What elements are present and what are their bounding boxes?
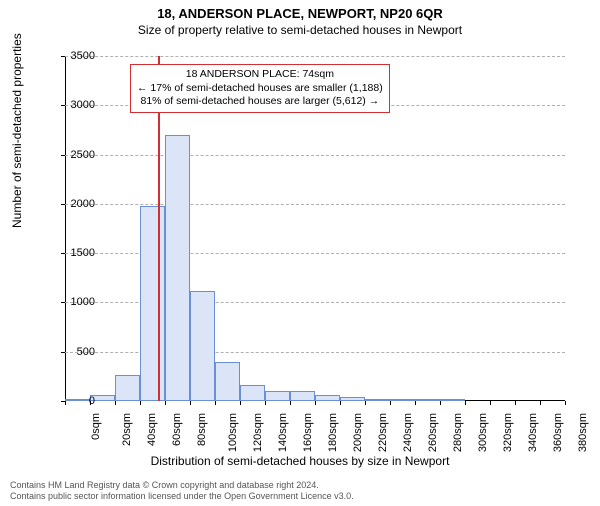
histogram-bar	[415, 399, 440, 401]
histogram-bar	[190, 291, 215, 401]
ytick-label: 2000	[50, 198, 95, 210]
histogram-bar	[440, 399, 465, 401]
xtick-mark	[115, 401, 116, 405]
xtick-mark	[315, 401, 316, 405]
histogram-bar	[265, 391, 290, 401]
ytick-label: 500	[50, 346, 95, 358]
xtick-label: 120sqm	[252, 413, 264, 452]
histogram-bar	[390, 399, 415, 401]
xtick-mark	[565, 401, 566, 405]
xtick-label: 140sqm	[277, 413, 289, 452]
xtick-label: 200sqm	[352, 413, 364, 452]
annotation-callout: 18 ANDERSON PLACE: 74sqm← 17% of semi-de…	[130, 64, 390, 113]
xtick-mark	[265, 401, 266, 405]
xtick-label: 240sqm	[402, 413, 414, 452]
xtick-label: 160sqm	[302, 413, 314, 452]
xtick-mark	[190, 401, 191, 405]
xtick-label: 60sqm	[171, 413, 183, 446]
xtick-mark	[215, 401, 216, 405]
ytick-label: 1000	[50, 296, 95, 308]
xtick-label: 80sqm	[196, 413, 208, 446]
ytick-label: 3500	[50, 50, 95, 62]
xtick-mark	[415, 401, 416, 405]
xtick-label: 320sqm	[502, 413, 514, 452]
footer-attribution: Contains HM Land Registry data © Crown c…	[10, 480, 354, 503]
grid-line	[65, 56, 565, 57]
annotation-line-1: 18 ANDERSON PLACE: 74sqm	[137, 68, 383, 82]
x-axis-label: Distribution of semi-detached houses by …	[0, 454, 600, 468]
xtick-label: 100sqm	[227, 413, 239, 452]
footer-line-2: Contains public sector information licen…	[10, 491, 354, 502]
xtick-label: 340sqm	[527, 413, 539, 452]
footer-line-1: Contains HM Land Registry data © Crown c…	[10, 480, 354, 491]
ytick-label: 3000	[50, 99, 95, 111]
xtick-mark	[515, 401, 516, 405]
xtick-label: 180sqm	[327, 413, 339, 452]
xtick-mark	[465, 401, 466, 405]
histogram-bar	[115, 375, 140, 401]
xtick-mark	[490, 401, 491, 405]
histogram-bar	[140, 206, 165, 401]
xtick-mark	[165, 401, 166, 405]
histogram-bar	[315, 395, 340, 401]
xtick-mark	[290, 401, 291, 405]
annotation-line-2: ← 17% of semi-detached houses are smalle…	[137, 82, 383, 96]
xtick-mark	[140, 401, 141, 405]
grid-line	[65, 155, 565, 156]
histogram-bar	[240, 385, 265, 401]
histogram-bar	[215, 362, 240, 401]
histogram-bar	[365, 399, 390, 401]
xtick-label: 280sqm	[452, 413, 464, 452]
xtick-label: 40sqm	[146, 413, 158, 446]
annotation-line-3: 81% of semi-detached houses are larger (…	[137, 95, 383, 109]
xtick-label: 20sqm	[121, 413, 133, 446]
xtick-mark	[365, 401, 366, 405]
xtick-mark	[240, 401, 241, 405]
page-subtitle: Size of property relative to semi-detach…	[0, 23, 600, 37]
xtick-label: 220sqm	[377, 413, 389, 452]
xtick-mark	[340, 401, 341, 405]
xtick-label: 380sqm	[577, 413, 589, 452]
xtick-label: 0sqm	[90, 413, 102, 440]
xtick-label: 360sqm	[552, 413, 564, 452]
histogram-bar	[165, 135, 190, 401]
xtick-mark	[390, 401, 391, 405]
ytick-label: 2500	[50, 149, 95, 161]
xtick-mark	[540, 401, 541, 405]
histogram-bar	[290, 391, 315, 401]
y-axis-label: Number of semi-detached properties	[10, 33, 24, 228]
page-title: 18, ANDERSON PLACE, NEWPORT, NP20 6QR	[0, 6, 600, 21]
ytick-label: 0	[50, 395, 95, 407]
xtick-label: 260sqm	[427, 413, 439, 452]
histogram-bar	[340, 397, 365, 401]
xtick-mark	[440, 401, 441, 405]
grid-line	[65, 204, 565, 205]
ytick-label: 1500	[50, 247, 95, 259]
xtick-label: 300sqm	[477, 413, 489, 452]
